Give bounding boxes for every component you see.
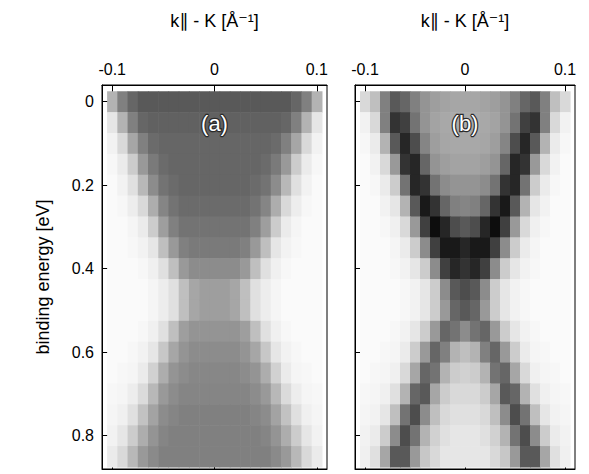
svg-text:0.2: 0.2: [72, 177, 94, 194]
svg-text:0.1: 0.1: [306, 61, 328, 78]
svg-text:(b): (b): [452, 111, 479, 136]
svg-text:0.4: 0.4: [72, 260, 94, 277]
svg-text:0.8: 0.8: [72, 427, 94, 444]
svg-text:0: 0: [461, 61, 470, 78]
svg-text:-0.1: -0.1: [351, 61, 379, 78]
svg-text:-0.1: -0.1: [98, 61, 126, 78]
svg-text:binding energy [eV]: binding energy [eV]: [33, 199, 53, 354]
svg-text:k∥ - K [Å⁻¹]: k∥ - K [Å⁻¹]: [170, 11, 259, 31]
svg-text:k∥ - K [Å⁻¹]: k∥ - K [Å⁻¹]: [421, 11, 510, 31]
svg-text:0: 0: [210, 61, 219, 78]
svg-text:(a): (a): [201, 111, 228, 136]
svg-text:0: 0: [85, 93, 94, 110]
svg-text:0.1: 0.1: [554, 61, 576, 78]
svg-text:0.6: 0.6: [72, 344, 94, 361]
